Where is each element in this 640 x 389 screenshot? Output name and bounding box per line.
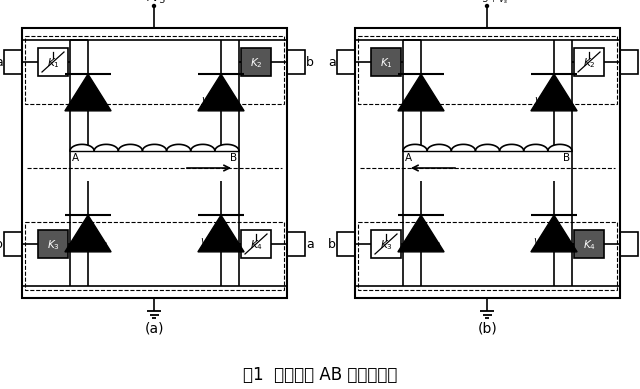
Text: a: a	[328, 56, 336, 68]
Text: 图1  电机绕组 AB 的电流方向: 图1 电机绕组 AB 的电流方向	[243, 366, 397, 384]
Text: +$V_{S+V_s}$: +$V_{S+V_s}$	[465, 0, 509, 6]
Text: (a): (a)	[145, 321, 164, 335]
Text: $V_{D2}$: $V_{D2}$	[534, 96, 551, 109]
Text: $V_{D1}$: $V_{D1}$	[91, 96, 109, 109]
Text: $V_{D4}$: $V_{D4}$	[533, 237, 551, 251]
Bar	[241, 48, 271, 76]
Bar	[358, 222, 617, 290]
Text: $K_{3}$: $K_{3}$	[47, 238, 60, 252]
Text: A: A	[72, 153, 79, 163]
Text: (b): (b)	[477, 321, 497, 335]
Bar	[371, 230, 401, 258]
Text: $K_{1}$: $K_{1}$	[380, 56, 392, 70]
Bar	[25, 222, 284, 290]
Bar	[38, 48, 68, 76]
Text: a: a	[306, 238, 314, 251]
Bar	[287, 232, 305, 256]
Text: a: a	[0, 56, 3, 68]
Bar	[337, 232, 355, 256]
Polygon shape	[531, 74, 577, 111]
Text: b: b	[306, 56, 314, 68]
Bar	[620, 232, 638, 256]
Text: $K_{3}$: $K_{3}$	[380, 238, 392, 252]
Bar	[22, 28, 287, 298]
Text: $K_{4}$: $K_{4}$	[582, 238, 595, 252]
Bar	[358, 36, 617, 104]
Text: b: b	[639, 56, 640, 68]
Bar	[371, 48, 401, 76]
Text: B: B	[230, 153, 237, 163]
Text: $K_{1}$: $K_{1}$	[47, 56, 60, 70]
Bar	[25, 36, 284, 104]
Text: $K_{2}$: $K_{2}$	[250, 56, 262, 70]
Text: $V_{D4}$: $V_{D4}$	[200, 237, 218, 251]
Bar	[38, 230, 68, 258]
Text: $V_{D3}$: $V_{D3}$	[91, 237, 109, 251]
Polygon shape	[65, 74, 111, 111]
Bar	[4, 232, 22, 256]
Circle shape	[486, 5, 488, 7]
Polygon shape	[531, 215, 577, 252]
Text: b: b	[0, 238, 3, 251]
Bar	[241, 230, 271, 258]
Text: b: b	[328, 238, 336, 251]
Polygon shape	[398, 215, 444, 252]
Polygon shape	[198, 215, 244, 252]
Text: a: a	[639, 238, 640, 251]
Bar	[574, 230, 604, 258]
Bar	[4, 50, 22, 74]
Text: $K_{4}$: $K_{4}$	[250, 238, 262, 252]
Polygon shape	[398, 74, 444, 111]
Text: +$V_S$: +$V_S$	[141, 0, 166, 5]
Text: $K_{2}$: $K_{2}$	[582, 56, 595, 70]
Bar	[337, 50, 355, 74]
Text: $V_{D1}$: $V_{D1}$	[424, 96, 442, 109]
Bar	[620, 50, 638, 74]
Circle shape	[152, 5, 156, 7]
Bar	[355, 28, 620, 298]
Polygon shape	[65, 215, 111, 252]
Bar	[287, 50, 305, 74]
Polygon shape	[198, 74, 244, 111]
Bar	[574, 48, 604, 76]
Text: A: A	[405, 153, 412, 163]
Text: B: B	[563, 153, 570, 163]
Text: $V_{D2}$: $V_{D2}$	[200, 96, 218, 109]
Text: $V_{D3}$: $V_{D3}$	[424, 237, 442, 251]
